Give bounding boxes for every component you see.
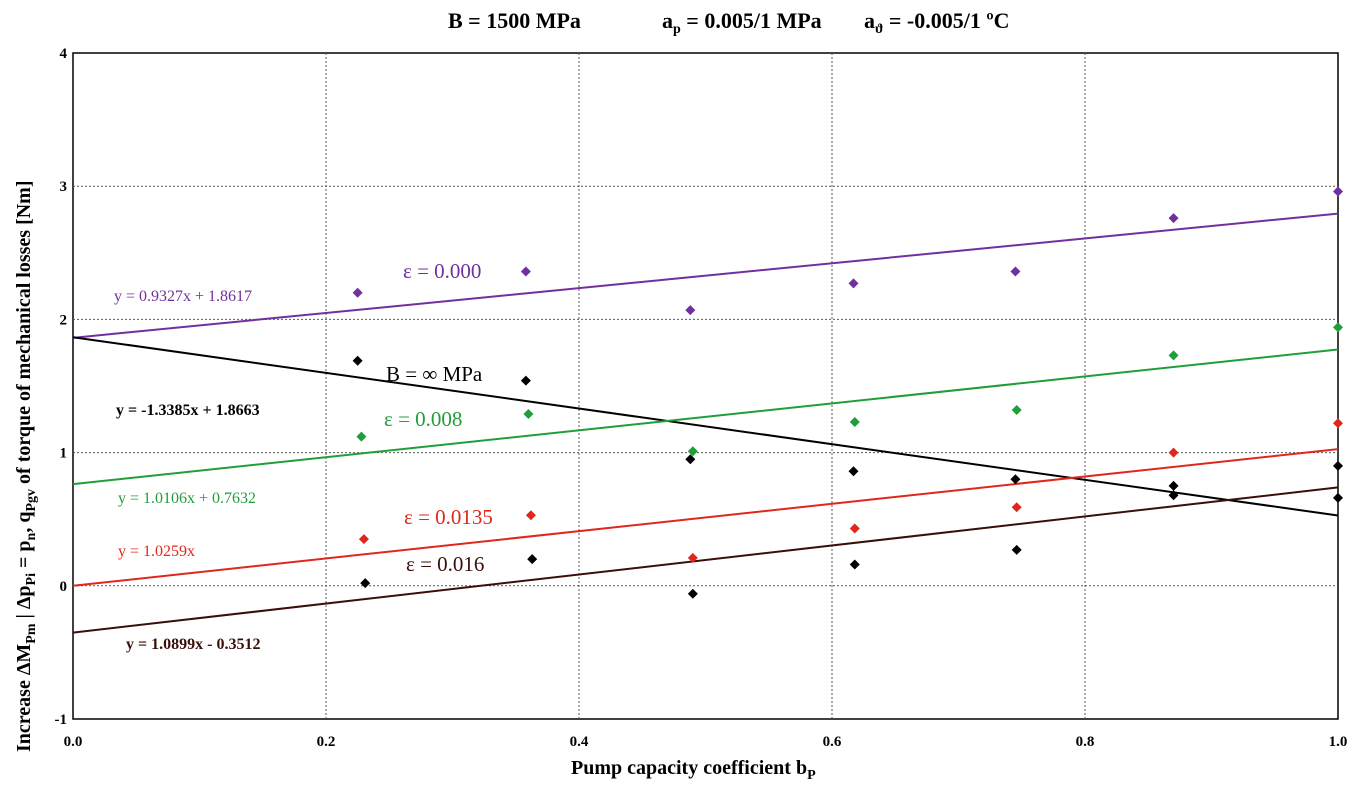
data-point-series-2 (1011, 404, 1022, 415)
data-point-series-2 (1333, 322, 1343, 333)
data-point-series-3 (525, 510, 536, 521)
trend-line-series-1 (72, 336, 1339, 517)
data-point-series-1 (520, 375, 531, 386)
data-point-series-3 (1011, 502, 1022, 513)
data-point-series-0 (1333, 186, 1343, 197)
y-tick-label: 0 (60, 579, 68, 595)
y-tick-label: -1 (55, 712, 68, 728)
data-point-series-4 (1333, 492, 1343, 503)
data-point-series-2 (1168, 350, 1179, 361)
x-tick-label: 0.2 (317, 734, 336, 750)
data-point-series-0 (520, 266, 531, 277)
data-point-series-2 (687, 446, 698, 457)
x-tick-label: 0.4 (570, 734, 589, 750)
data-point-series-1 (1168, 480, 1179, 491)
equation-b-inf: y = -1.3385x + 1.8663 (116, 402, 260, 419)
title-at: aϑ = -0.005/1 ºC (864, 8, 1010, 37)
trend-line-series-4 (72, 486, 1339, 634)
data-point-series-3 (1168, 447, 1179, 458)
data-point-series-2 (356, 431, 367, 442)
trend-line-series-3 (72, 448, 1339, 587)
y-axis-title: Increase ΔMPm | ΔpPi = pn, qPgv of torqu… (13, 180, 39, 752)
data-point-series-4 (360, 578, 371, 589)
data-point-series-0 (848, 278, 859, 289)
data-point-series-2 (523, 408, 534, 419)
data-point-series-4 (527, 554, 538, 565)
data-point-series-3 (358, 534, 369, 545)
trend-lines (72, 212, 1339, 634)
data-point-series-0 (1010, 266, 1021, 277)
series-label-eps-00135: ε = 0.0135 (404, 505, 493, 529)
x-tick-label: 0.8 (1076, 734, 1095, 750)
data-point-series-3 (687, 552, 698, 563)
series-label-eps-0008: ε = 0.008 (384, 407, 462, 431)
chart-title: B = 1500 MPa ap = 0.005/1 MPa aϑ = -0.00… (448, 8, 1010, 37)
data-point-series-4 (687, 588, 698, 599)
data-point-series-1 (352, 355, 363, 366)
x-tick-label: 1.0 (1329, 734, 1348, 750)
plot-area (72, 52, 1339, 720)
data-point-series-4 (1168, 490, 1179, 501)
equation-eps-0016: y = 1.0899x - 0.3512 (126, 636, 260, 653)
equation-eps-00135: y = 1.0259x (118, 543, 195, 560)
series-label-eps-0016: ε = 0.016 (406, 552, 484, 576)
series-label-b-inf: B = ∞ MPa (386, 362, 483, 386)
y-tick-label: 3 (60, 179, 68, 195)
x-tick-label: 0.0 (64, 734, 83, 750)
axis-ticks: 0.0 0.2 0.4 0.6 0.8 1.0 -1 0 1 2 3 4 (55, 46, 1348, 750)
data-point-series-0 (685, 305, 696, 316)
y-tick-label: 4 (60, 46, 68, 62)
title-ap: ap = 0.005/1 MPa (662, 8, 822, 37)
data-point-series-0 (352, 287, 363, 298)
y-tick-label: 2 (60, 312, 68, 328)
grid (73, 53, 1338, 719)
data-point-series-1 (1010, 474, 1021, 485)
equation-eps-0000: y = 0.9327x + 1.8617 (114, 288, 252, 305)
x-tick-label: 0.6 (823, 734, 842, 750)
series-label-eps-0000: ε = 0.000 (403, 259, 481, 283)
data-point-series-3 (849, 523, 860, 534)
data-point-series-1 (848, 466, 859, 477)
data-point-series-3 (1333, 418, 1343, 429)
trend-line-series-0 (72, 212, 1339, 339)
data-point-series-0 (1168, 213, 1179, 224)
data-points (352, 186, 1343, 599)
data-point-series-2 (849, 416, 860, 427)
equation-eps-0008: y = 1.0106x + 0.7632 (118, 490, 256, 507)
x-axis-title: Pump capacity coefficient bP (571, 757, 816, 783)
data-point-series-4 (1011, 544, 1022, 555)
title-b: B = 1500 MPa (448, 8, 581, 33)
trend-line-series-2 (72, 348, 1339, 486)
y-tick-label: 1 (60, 446, 68, 462)
data-point-series-1 (685, 454, 696, 465)
data-point-series-1 (1333, 460, 1343, 471)
data-point-series-4 (849, 559, 860, 570)
